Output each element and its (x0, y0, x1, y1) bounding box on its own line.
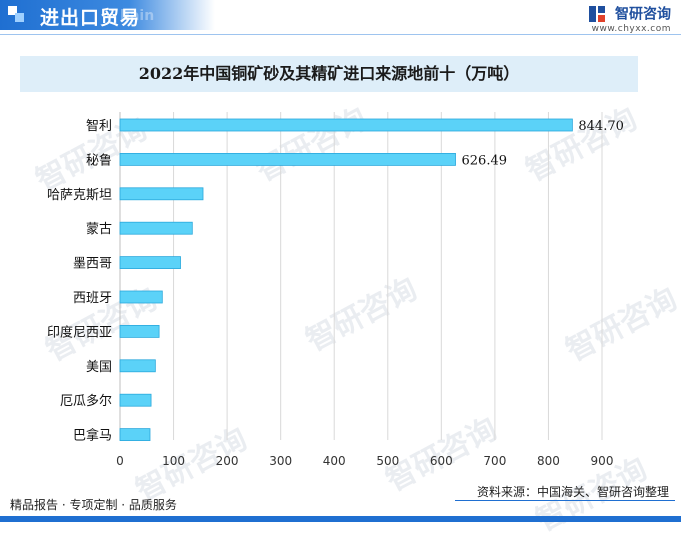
category-label: 西班牙 (73, 291, 112, 306)
footer: 精品报告 · 专项定制 · 品质服务 资料来源：中国海关、智研咨询整理 (0, 485, 681, 522)
brand[interactable]: 智研咨询 www.chyxx.com (588, 3, 671, 34)
category-label: 哈萨克斯坦 (47, 188, 112, 203)
bar (119, 187, 204, 201)
bar (119, 256, 181, 270)
bar (119, 324, 160, 338)
x-tick-label: 500 (376, 454, 399, 468)
bottom-band (0, 516, 681, 522)
bar (119, 290, 163, 304)
bar (119, 359, 156, 373)
x-tick-label: 800 (537, 454, 560, 468)
brand-url: www.chyxx.com (591, 23, 671, 34)
category-label: 秘鲁 (86, 153, 112, 168)
x-tick-label: 700 (483, 454, 506, 468)
footer-rule (455, 500, 675, 501)
category-label: 墨西哥 (73, 257, 112, 272)
category-label: 蒙古 (86, 222, 112, 237)
brand-name: 智研咨询 (615, 6, 671, 23)
chart-title: 2022年中国铜矿砂及其精矿进口来源地前十（万吨） (138, 64, 520, 83)
x-tick-label: 300 (269, 454, 292, 468)
x-tick-label: 400 (323, 454, 346, 468)
data-label: 844.70 (578, 119, 624, 134)
footer-source: 资料来源：中国海关、智研咨询整理 (476, 485, 669, 499)
chart-title-bar: 2022年中国铜矿砂及其精矿进口来源地前十（万吨） (20, 56, 638, 92)
section-title: 进出口贸易 (40, 7, 141, 29)
data-label: 626.49 (462, 153, 508, 168)
bar-chart: 0 100 200 300 400 500 600 700 800 900 智利 844.70 秘鲁 62… (47, 112, 624, 468)
x-tick-label: 0 (116, 454, 124, 468)
bar (119, 118, 573, 132)
bar (119, 221, 193, 235)
header-band (0, 0, 215, 30)
header-divider (0, 34, 681, 35)
header-bar: 进出口贸易 hain 智研咨询 www.chyxx.com (0, 0, 681, 34)
bar (119, 428, 151, 442)
footer-tagline: 精品报告 · 专项定制 · 品质服务 (10, 498, 177, 512)
brand-logo-icon (588, 5, 605, 22)
x-tick-label: 100 (162, 454, 185, 468)
bar (119, 393, 152, 407)
x-tick-label: 600 (430, 454, 453, 468)
header-ghost-text: hain (120, 8, 155, 24)
header-square-accent-icon (15, 13, 24, 22)
category-label: 厄瓜多尔 (60, 393, 112, 409)
category-label: 智利 (86, 119, 112, 134)
x-tick-label: 900 (591, 454, 614, 468)
category-label: 巴拿马 (73, 428, 112, 444)
header-square-icon (8, 6, 17, 15)
category-label: 美国 (86, 360, 112, 375)
x-tick-label: 200 (216, 454, 239, 468)
bar (119, 152, 456, 166)
category-label: 印度尼西亚 (47, 324, 112, 340)
